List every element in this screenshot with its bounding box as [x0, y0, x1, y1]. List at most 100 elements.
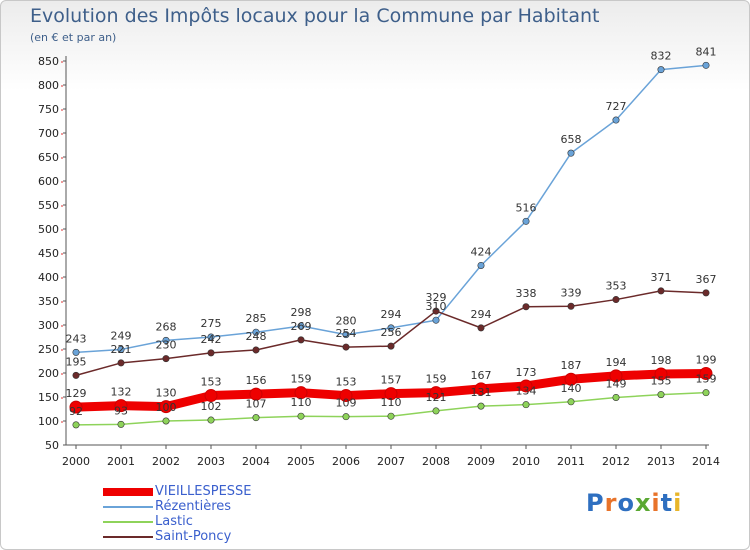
data-point-lastic	[117, 420, 125, 428]
data-point-rezentieres	[207, 333, 215, 341]
data-point-rezentieres	[522, 217, 530, 225]
data-point-vieillespesse	[474, 382, 488, 396]
data-label-saint-poncy: 367	[696, 273, 717, 286]
data-label-lastic: 110	[381, 396, 402, 409]
x-tick-label: 2005	[287, 455, 315, 468]
data-point-saint-poncy	[702, 289, 710, 297]
data-label-rezentieres: 298	[291, 306, 312, 319]
data-point-saint-poncy	[342, 343, 350, 351]
data-label-lastic: 159	[696, 373, 717, 386]
data-label-rezentieres: 285	[246, 312, 267, 325]
x-tick-label: 2008	[422, 455, 450, 468]
logo-letter: o	[617, 489, 635, 517]
data-point-lastic	[162, 417, 170, 425]
data-point-lastic	[657, 391, 665, 399]
data-point-vieillespesse	[384, 387, 398, 401]
data-point-vieillespesse	[699, 366, 713, 380]
data-label-rezentieres: 841	[696, 45, 717, 58]
data-point-lastic	[477, 402, 485, 410]
data-point-rezentieres	[432, 316, 440, 324]
y-tick-label: 250	[38, 343, 59, 356]
x-tick-label: 2002	[152, 455, 180, 468]
data-point-lastic	[522, 401, 530, 409]
logo-letter: t	[660, 489, 674, 517]
data-label-rezentieres: 832	[651, 50, 672, 63]
data-point-vieillespesse	[69, 400, 83, 414]
data-point-vieillespesse	[249, 387, 263, 401]
data-point-vieillespesse	[654, 367, 668, 381]
data-point-rezentieres	[567, 149, 575, 157]
logo-letter: x	[634, 489, 652, 517]
data-label-rezentieres: 727	[606, 100, 627, 113]
data-point-lastic	[387, 412, 395, 420]
legend-label-rezentieres: Rézentières	[155, 499, 232, 514]
proxiti-logo: Proxiti	[586, 489, 682, 517]
legend-swatch-saint-poncy	[103, 536, 153, 538]
legend-swatch-vieillespesse	[103, 488, 153, 496]
data-point-saint-poncy	[657, 287, 665, 295]
data-label-rezentieres: 516	[516, 201, 537, 214]
data-point-saint-poncy	[162, 355, 170, 363]
data-label-rezentieres: 268	[156, 320, 177, 333]
data-point-saint-poncy	[207, 349, 215, 357]
data-label-vieillespesse: 159	[426, 373, 447, 386]
data-label-lastic: 92	[69, 405, 83, 418]
data-point-vieillespesse	[114, 399, 128, 413]
legend-swatch-rezentieres	[103, 506, 153, 508]
data-label-rezentieres: 424	[471, 245, 492, 258]
data-point-rezentieres	[72, 348, 80, 356]
y-tick-label: 400	[38, 271, 59, 284]
data-point-saint-poncy	[117, 359, 125, 367]
y-tick-label: 200	[38, 367, 59, 380]
x-tick-label: 2014	[692, 455, 720, 468]
data-label-saint-poncy: 242	[201, 333, 222, 346]
data-point-rezentieres	[387, 324, 395, 332]
x-tick-label: 2009	[467, 455, 495, 468]
data-label-saint-poncy: 294	[471, 308, 492, 321]
data-label-rezentieres: 310	[426, 300, 447, 313]
legend-swatch-lastic	[103, 521, 153, 523]
data-point-saint-poncy	[612, 296, 620, 304]
data-label-vieillespesse: 199	[696, 353, 717, 366]
x-tick-label: 2010	[512, 455, 540, 468]
x-tick-label: 2011	[557, 455, 585, 468]
y-tick-label: 600	[38, 175, 59, 188]
data-label-rezentieres: 249	[111, 329, 132, 342]
data-label-saint-poncy: 339	[561, 286, 582, 299]
x-tick-label: 2013	[647, 455, 675, 468]
data-label-vieillespesse: 129	[66, 387, 87, 400]
legend-label-vieillespesse: VIEILLESPESSE	[155, 484, 252, 499]
data-label-saint-poncy: 329	[426, 291, 447, 304]
data-point-lastic	[432, 407, 440, 415]
data-label-saint-poncy: 371	[651, 271, 672, 284]
data-point-lastic	[342, 413, 350, 421]
data-point-vieillespesse	[609, 369, 623, 383]
data-point-lastic	[567, 398, 575, 406]
x-tick-label: 2000	[62, 455, 90, 468]
data-label-lastic: 131	[471, 386, 492, 399]
data-label-rezentieres: 280	[336, 315, 357, 328]
data-point-saint-poncy	[432, 307, 440, 315]
data-point-lastic	[207, 416, 215, 424]
data-label-lastic: 100	[156, 401, 177, 414]
y-tick-label: 850	[38, 55, 59, 68]
y-tick-label: 800	[38, 79, 59, 92]
data-label-saint-poncy: 353	[606, 280, 627, 293]
data-label-rezentieres: 658	[561, 133, 582, 146]
data-label-rezentieres: 275	[201, 317, 222, 330]
data-label-saint-poncy: 269	[291, 320, 312, 333]
y-tick-label: 700	[38, 127, 59, 140]
y-tick-label: 50	[45, 439, 59, 452]
data-point-rezentieres	[252, 328, 260, 336]
data-point-vieillespesse	[204, 389, 218, 403]
data-label-lastic: 110	[291, 396, 312, 409]
data-label-saint-poncy: 248	[246, 330, 267, 343]
data-point-saint-poncy	[387, 342, 395, 350]
data-point-lastic	[612, 393, 620, 401]
data-point-vieillespesse	[294, 386, 308, 400]
y-tick-label: 450	[38, 247, 59, 260]
data-point-saint-poncy	[297, 336, 305, 344]
data-point-saint-poncy	[252, 346, 260, 354]
